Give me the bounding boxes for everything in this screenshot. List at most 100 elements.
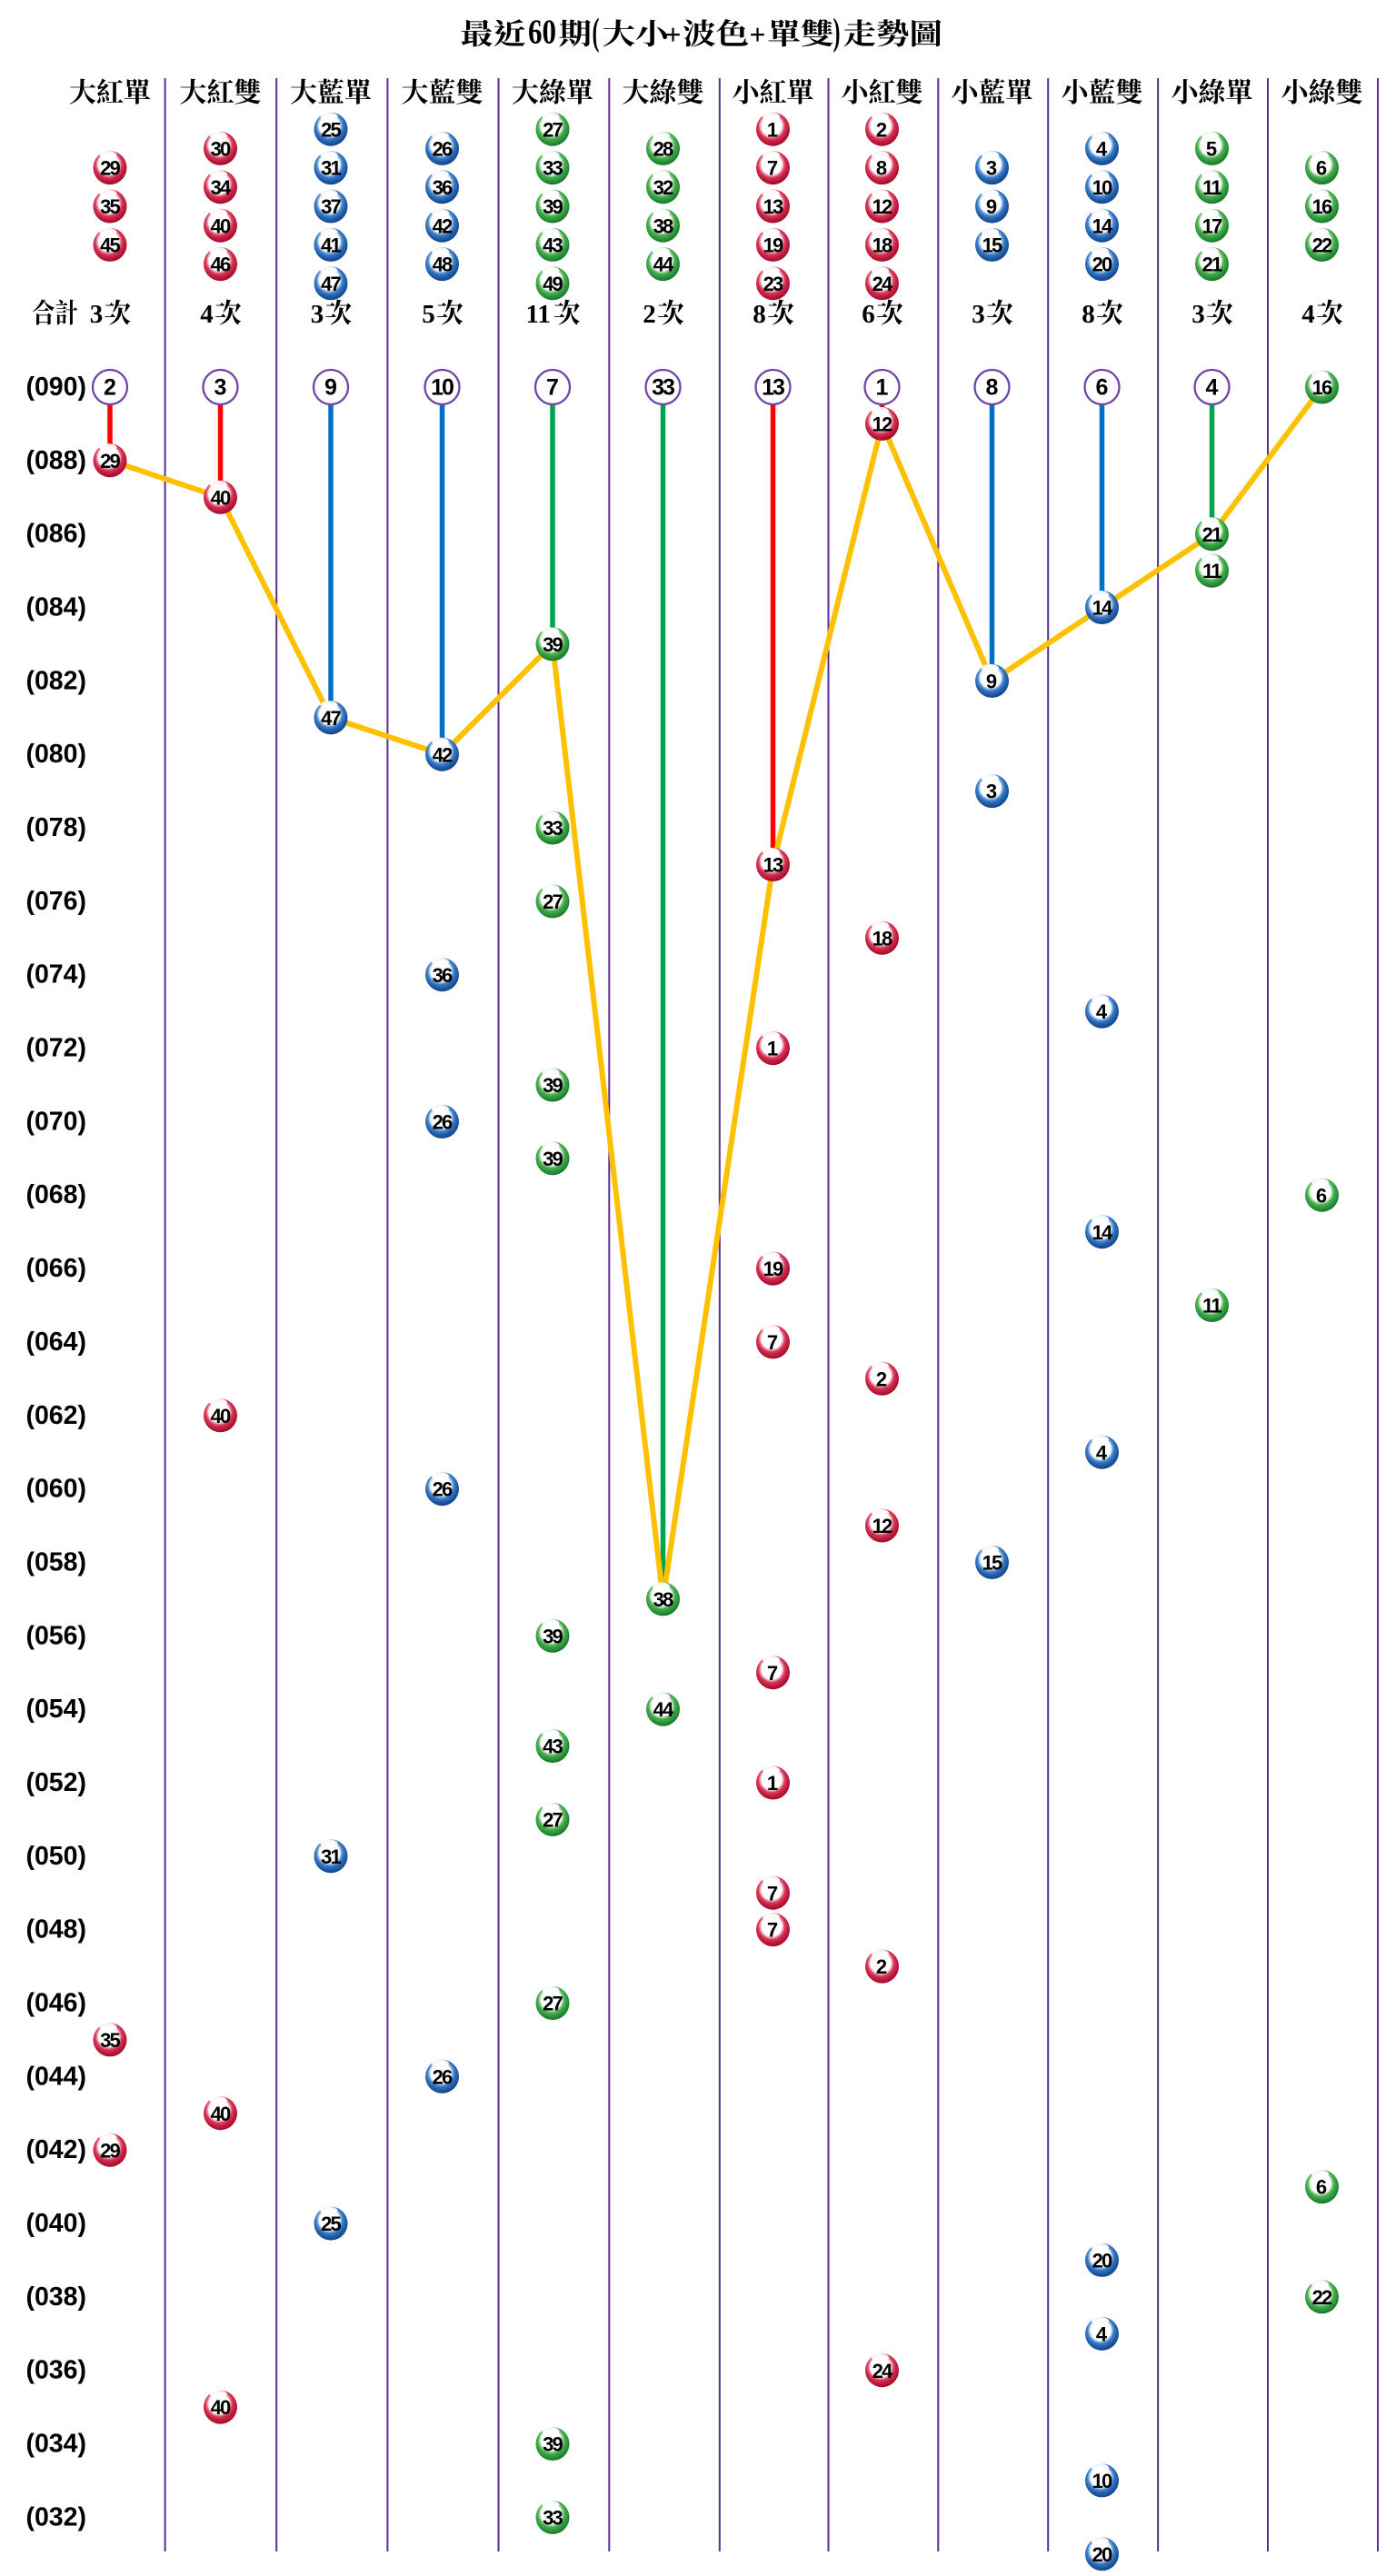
svg-text:1: 1 [767,118,778,141]
svg-text:22: 22 [1312,234,1332,257]
svg-text:39: 39 [543,1074,563,1097]
svg-text:11: 11 [526,300,551,329]
svg-text:13: 13 [762,375,784,401]
svg-text:26: 26 [433,1478,453,1501]
svg-text:38: 38 [653,1588,673,1611]
svg-text:(042): (042) [25,2135,86,2164]
svg-text:44: 44 [653,254,674,276]
svg-text:7: 7 [767,1662,778,1685]
svg-text:3: 3 [1192,300,1205,329]
svg-text:(064): (064) [25,1328,86,1357]
svg-text:3: 3 [311,300,324,329]
svg-text:6: 6 [1316,157,1327,180]
svg-text:(: ( [593,12,600,54]
svg-text:27: 27 [543,118,563,141]
svg-text:43: 43 [543,234,563,257]
svg-text:33: 33 [543,2507,563,2530]
svg-text:22: 22 [1312,2286,1332,2309]
svg-text:26: 26 [433,1111,453,1134]
svg-text:(048): (048) [25,1915,86,1944]
svg-text:44: 44 [653,1698,674,1721]
svg-text:(076): (076) [25,887,86,916]
svg-text:39: 39 [543,1625,563,1647]
svg-text:7: 7 [767,1882,778,1905]
svg-text:14: 14 [1092,214,1113,237]
svg-text:3: 3 [972,300,985,329]
svg-text:13: 13 [763,854,783,877]
svg-text:2: 2 [876,1368,887,1390]
svg-text:40: 40 [211,2103,231,2125]
svg-text:11: 11 [1202,1295,1222,1318]
svg-text:60: 60 [528,14,556,52]
svg-text:6: 6 [1316,2176,1327,2199]
svg-text:7: 7 [767,1331,778,1354]
svg-text:33: 33 [543,817,563,840]
svg-text:40: 40 [211,1405,231,1427]
svg-text:39: 39 [543,633,563,656]
svg-text:42: 42 [433,743,453,766]
svg-text:(074): (074) [25,960,86,990]
svg-text:35: 35 [100,2029,120,2052]
svg-text:2: 2 [643,300,656,329]
svg-text:(086): (086) [25,520,86,549]
svg-text:23: 23 [763,273,783,295]
svg-text:43: 43 [543,1736,563,1758]
svg-text:11: 11 [1202,560,1222,582]
svg-text:2: 2 [876,118,887,141]
svg-text:29: 29 [100,450,120,472]
svg-text:15: 15 [982,234,1002,257]
svg-text:4: 4 [1096,1441,1108,1464]
svg-text:(078): (078) [25,813,86,842]
svg-text:7: 7 [767,157,778,180]
svg-text:10: 10 [431,375,454,401]
svg-text:18: 18 [872,234,892,257]
svg-text:25: 25 [321,2213,341,2235]
svg-text:16: 16 [1312,195,1332,218]
svg-text:17: 17 [1202,214,1222,237]
svg-text:+: + [750,18,766,51]
svg-text:27: 27 [543,890,563,913]
svg-text:9: 9 [324,375,337,401]
svg-text:(056): (056) [25,1621,86,1650]
svg-text:(052): (052) [25,1768,86,1797]
svg-text:18: 18 [872,927,892,950]
svg-text:34: 34 [211,176,232,199]
svg-text:39: 39 [543,195,563,218]
svg-text:45: 45 [100,234,120,257]
svg-text:9: 9 [986,195,997,218]
svg-text:47: 47 [321,273,341,295]
svg-text:9: 9 [986,671,997,693]
svg-text:(040): (040) [25,2209,86,2238]
svg-text:1: 1 [767,1772,778,1795]
svg-text:5: 5 [1206,138,1217,161]
svg-text:4: 4 [1206,375,1219,401]
svg-text:33: 33 [543,157,563,180]
svg-text:32: 32 [653,176,673,199]
svg-text:1: 1 [767,1038,778,1060]
svg-text:3: 3 [986,157,997,180]
svg-text:1: 1 [876,375,889,401]
svg-text:24: 24 [872,2360,893,2382]
svg-text:29: 29 [100,157,120,180]
svg-text:(058): (058) [25,1547,86,1576]
svg-text:(084): (084) [25,593,86,622]
svg-text:35: 35 [100,195,120,218]
svg-text:27: 27 [543,1809,563,1832]
svg-text:14: 14 [1092,597,1113,620]
svg-text:(082): (082) [25,666,86,695]
svg-text:8: 8 [986,375,999,401]
svg-text:3: 3 [986,781,997,803]
svg-text:4: 4 [1096,138,1108,161]
svg-text:10: 10 [1092,176,1112,199]
svg-text:48: 48 [433,254,453,276]
svg-text:27: 27 [543,1993,563,2015]
svg-text:16: 16 [1312,376,1332,399]
svg-text:40: 40 [211,214,231,237]
svg-text:(050): (050) [25,1842,86,1871]
svg-text:24: 24 [872,273,893,295]
svg-text:47: 47 [321,707,341,730]
svg-text:29: 29 [100,2139,120,2162]
svg-text:25: 25 [321,118,341,141]
svg-text:(090): (090) [25,373,86,402]
svg-text:(068): (068) [25,1180,86,1209]
